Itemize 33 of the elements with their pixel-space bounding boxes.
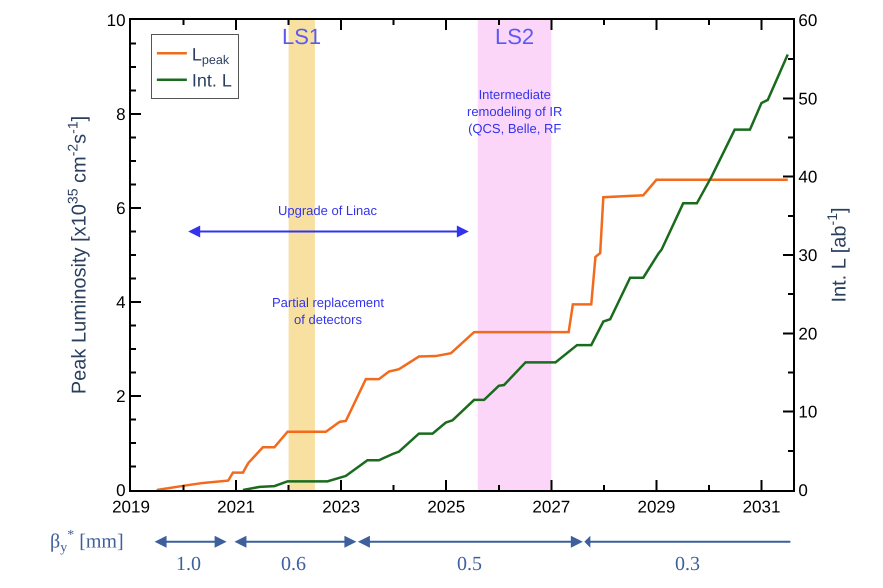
x-tick-label: 2025 (427, 497, 466, 516)
legend-label: L$_{peak}$ (192, 44, 230, 68)
y2-tick-label: 60 (798, 10, 818, 30)
y-tick-label: 8 (116, 104, 126, 124)
y-tick-label: 0 (116, 480, 126, 500)
text: 0.5 (457, 553, 482, 575)
text: β$_{y}$$^{*}$ [mm] (50, 528, 124, 556)
y2-tick-label: 20 (798, 324, 818, 344)
y2-tick-label: 50 (798, 89, 818, 108)
x-tick-label: 2029 (637, 497, 676, 516)
text: 1.0 (176, 553, 201, 575)
y-tick-label: 2 (116, 386, 126, 406)
y2-tick-label: 0 (798, 480, 808, 500)
text: 0.6 (281, 553, 306, 575)
x-tick-label: 2027 (532, 497, 570, 516)
annotation: Partial replacement of detectors (272, 295, 384, 327)
x-tick-label: 2021 (217, 497, 255, 516)
x-tick-label: 2031 (742, 497, 780, 516)
line-series (242, 53, 789, 490)
y2-tick-label: 10 (798, 402, 818, 422)
text: 0.3 (675, 553, 700, 575)
line-series (155, 178, 789, 490)
y2-tick-label: 40 (798, 168, 818, 187)
y-tick-label: 10 (106, 10, 126, 30)
x-tick-label: 2023 (322, 497, 360, 516)
legend-label: Int. L (192, 70, 232, 91)
x-tick-label: 2019 (112, 497, 150, 516)
y-tick-label: 4 (116, 292, 126, 312)
band-label: LS2 (495, 24, 534, 49)
annotation: Intermediate remodeling of IR (QCS, Belle, RF (467, 87, 562, 136)
annotation: Upgrade of Linac (278, 203, 378, 218)
y-tick-label: 6 (116, 198, 126, 218)
y2-tick-label: 30 (798, 246, 818, 265)
